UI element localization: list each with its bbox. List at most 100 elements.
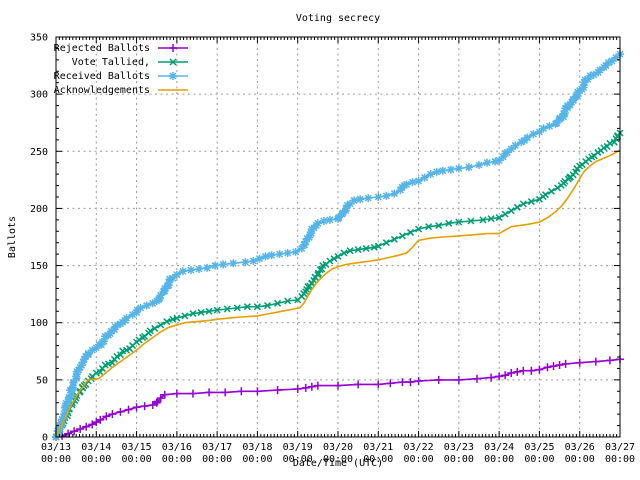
- plus-marker: [108, 410, 117, 419]
- x-tick-label-time: 00:00: [162, 454, 192, 465]
- cross-marker: [374, 242, 382, 250]
- cross-marker: [495, 214, 503, 222]
- cross-marker: [314, 269, 322, 277]
- x-tick-label-date: 03/22: [404, 442, 434, 453]
- asterisk-marker: [611, 53, 620, 62]
- cross-marker: [519, 200, 527, 208]
- asterisk-marker: [110, 325, 119, 334]
- cross-marker: [189, 310, 197, 318]
- cross-marker: [445, 219, 453, 227]
- x-tick-label-date: 03/13: [41, 442, 71, 453]
- y-tick-label: 350: [30, 33, 48, 44]
- asterisk-marker: [168, 274, 177, 283]
- cross-marker: [213, 306, 221, 314]
- asterisk-marker: [607, 57, 616, 65]
- cross-marker: [119, 347, 127, 355]
- cross-marker: [316, 266, 324, 274]
- x-axis-label: Date/Time (UTC): [293, 458, 383, 469]
- cross-marker: [340, 249, 348, 257]
- asterisk-marker: [305, 233, 314, 242]
- asterisk-marker: [72, 374, 81, 383]
- asterisk-marker: [67, 390, 76, 399]
- asterisk-marker: [303, 234, 312, 243]
- grid-lines: [56, 37, 620, 437]
- x-tick-label-date: 03/20: [323, 442, 353, 453]
- y-tick-label: 100: [30, 318, 48, 329]
- asterisk-marker: [400, 181, 409, 190]
- asterisk-marker: [517, 138, 526, 147]
- asterisk-marker: [155, 294, 164, 303]
- asterisk-marker: [142, 301, 151, 310]
- cross-marker: [157, 321, 165, 329]
- cross-marker: [233, 304, 241, 312]
- cross-marker: [513, 203, 521, 211]
- plus-marker: [148, 401, 157, 409]
- asterisk-marker: [128, 310, 137, 319]
- data-series: [52, 50, 624, 441]
- asterisk-marker: [77, 361, 86, 370]
- asterisk-marker: [604, 58, 613, 67]
- plus-marker: [92, 418, 101, 427]
- asterisk-marker: [555, 114, 564, 123]
- plus-marker: [374, 380, 383, 389]
- asterisk-marker: [79, 358, 88, 367]
- plus-marker: [472, 374, 481, 383]
- asterisk-marker: [432, 167, 441, 176]
- asterisk-marker: [501, 149, 510, 158]
- plus-marker: [513, 367, 522, 376]
- cross-marker: [569, 171, 577, 179]
- plus-marker: [301, 383, 310, 392]
- asterisk-marker: [133, 306, 142, 315]
- cross-marker: [116, 351, 124, 359]
- x-tick-label-date: 03/14: [81, 442, 111, 453]
- x-tick-label-time: 00:00: [404, 454, 434, 465]
- legend-item: Rejected Ballots: [54, 43, 188, 54]
- x-tick-label-date: 03/21: [363, 442, 393, 453]
- cross-marker: [415, 225, 423, 233]
- cross-marker: [181, 312, 189, 320]
- plus-marker: [96, 415, 105, 424]
- cross-marker: [151, 324, 159, 332]
- asterisk-marker: [169, 72, 177, 80]
- asterisk-marker: [100, 337, 109, 346]
- cross-marker: [435, 222, 443, 230]
- asterisk-marker: [408, 178, 417, 187]
- x-tick-label-time: 00:00: [444, 454, 474, 465]
- cross-marker: [362, 244, 370, 252]
- asterisk-marker: [569, 95, 578, 104]
- cross-marker: [603, 142, 611, 150]
- x-tick-label-date: 03/26: [565, 442, 595, 453]
- asterisk-marker: [454, 164, 463, 173]
- asterisk-marker: [350, 196, 359, 205]
- asterisk-marker: [341, 206, 350, 215]
- plus-marker: [605, 356, 614, 365]
- asterisk-marker: [211, 261, 220, 270]
- cross-marker: [319, 261, 327, 270]
- legend-label: Vote Tallied,: [72, 57, 150, 68]
- asterisk-marker: [464, 163, 473, 172]
- plus-marker: [88, 420, 97, 429]
- asterisk-marker: [291, 247, 300, 256]
- cross-marker: [455, 218, 463, 226]
- x-tick-label-time: 00:00: [283, 454, 313, 465]
- plus-marker: [354, 380, 363, 389]
- asterisk-marker: [249, 257, 258, 265]
- cross-marker: [330, 255, 338, 263]
- plus-marker: [386, 379, 395, 388]
- cross-marker: [135, 336, 143, 344]
- cross-marker: [578, 161, 586, 169]
- asterisk-marker: [356, 195, 365, 204]
- asterisk-marker: [507, 145, 516, 153]
- asterisk-marker: [97, 340, 106, 349]
- asterisk-marker: [402, 180, 411, 189]
- asterisk-marker: [483, 158, 492, 167]
- tick-labels: 03/1300:0003/1400:0003/1500:0003/1600:00…: [30, 33, 635, 466]
- cross-marker: [573, 165, 581, 173]
- x-tick-label-time: 00:00: [363, 454, 393, 465]
- asterisk-marker: [580, 78, 589, 87]
- x-tick-label-date: 03/24: [484, 442, 514, 453]
- asterisk-marker: [106, 329, 115, 338]
- legend-label: Acknowledgements: [54, 85, 150, 96]
